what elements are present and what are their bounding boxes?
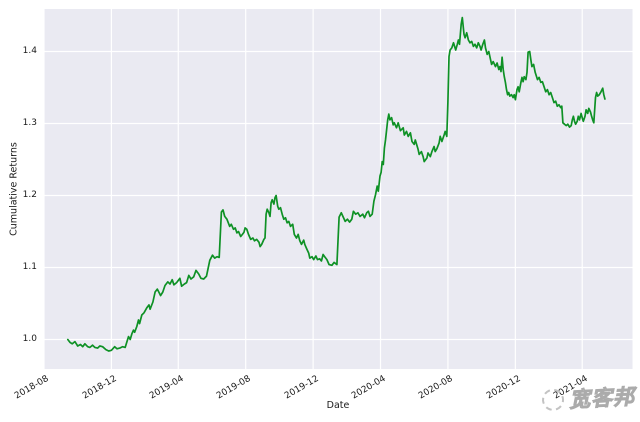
y-axis-title: Cumulative Returns [8,142,20,236]
x-axis-title: Date [326,400,350,411]
gridlines [43,9,633,369]
cumulative-returns-line [66,16,606,352]
plot-background [44,9,633,369]
y-tick-label: 1.1 [22,261,37,272]
y-tick-label: 1.2 [22,189,37,200]
y-tick-label: 1.3 [22,117,37,128]
y-tick-label: 1.4 [22,45,37,56]
y-tick-label: 1.0 [22,333,37,344]
